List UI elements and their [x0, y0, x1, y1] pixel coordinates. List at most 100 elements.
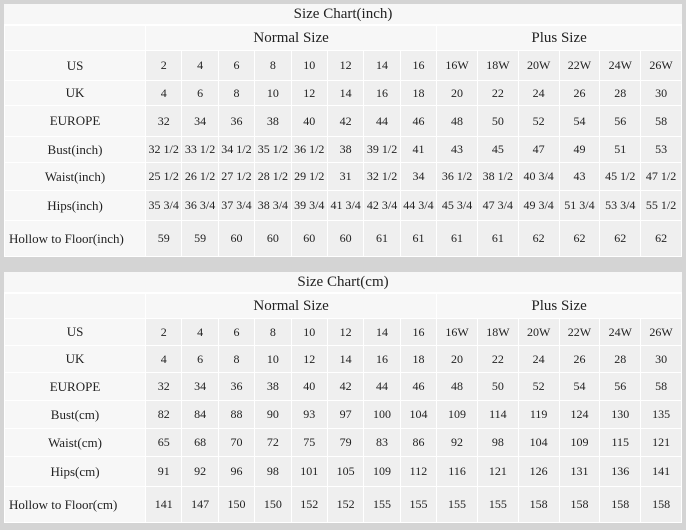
- size-cell: 29 1/2: [290, 162, 328, 191]
- table-row: Hollow to Floor(inch) 59 59 60 60 60 60 61 61 61 6…: [4, 220, 682, 257]
- size-cell: 155: [399, 486, 438, 523]
- size-cell: 83: [363, 428, 401, 457]
- size-cell: 38: [326, 136, 365, 163]
- group-normal-size: Normal Size: [144, 293, 438, 319]
- row-label: EUROPE: [4, 372, 146, 401]
- size-cell: 26: [558, 345, 601, 373]
- size-cell: 42 3/4: [363, 190, 401, 221]
- empty-cell: [4, 293, 146, 319]
- size-cell: 30: [640, 345, 682, 373]
- row-label: Hips(cm): [4, 456, 146, 487]
- size-cell: 109: [558, 428, 601, 457]
- size-cell: 104: [517, 428, 560, 457]
- size-cell: 16: [399, 50, 438, 81]
- row-label: Hips(inch): [4, 190, 146, 221]
- size-cell: 34 1/2: [217, 136, 256, 163]
- size-cell: 44: [363, 372, 401, 401]
- size-cell: 88: [217, 400, 256, 429]
- size-cell: 10: [290, 318, 328, 346]
- size-cell: 16: [399, 318, 438, 346]
- size-cell: 37 3/4: [217, 190, 256, 221]
- size-cell: 20: [436, 345, 478, 373]
- size-cell: 53 3/4: [599, 190, 642, 221]
- size-cell: 18W: [476, 318, 519, 346]
- size-cell: 49 3/4: [517, 190, 560, 221]
- size-cell: 114: [476, 400, 519, 429]
- group-plus-size: Plus Size: [436, 293, 682, 319]
- size-cell: 98: [476, 428, 519, 457]
- size-cell: 32: [144, 372, 183, 401]
- size-cell: 18: [399, 345, 438, 373]
- size-cell: 8: [254, 318, 292, 346]
- size-cell: 12: [290, 345, 328, 373]
- size-cell: 45 1/2: [599, 162, 642, 191]
- size-cell: 14: [326, 80, 365, 106]
- size-cell: 34: [181, 105, 219, 137]
- size-cell: 62: [558, 220, 601, 257]
- size-cell: 8: [254, 50, 292, 81]
- size-cell: 65: [144, 428, 183, 457]
- row-label: US: [4, 318, 146, 346]
- size-cell: 6: [181, 80, 219, 106]
- size-cell: 131: [558, 456, 601, 487]
- size-cell: 14: [363, 50, 401, 81]
- size-cell: 147: [181, 486, 219, 523]
- size-cell: 70: [217, 428, 256, 457]
- size-cell: 28: [599, 80, 642, 106]
- size-cell: 38 1/2: [476, 162, 519, 191]
- size-cell: 27 1/2: [217, 162, 256, 191]
- size-cell: 38: [254, 372, 292, 401]
- size-cell: 16W: [436, 318, 478, 346]
- size-cell: 16: [363, 345, 401, 373]
- row-label: Bust(cm): [4, 400, 146, 429]
- size-cell: 58: [640, 105, 682, 137]
- size-cell: 155: [476, 486, 519, 523]
- size-cell: 24W: [599, 318, 642, 346]
- size-cell: 48: [436, 105, 478, 137]
- size-cell: 61: [363, 220, 401, 257]
- table-row: UK 4 6 8 10 12 14 16 18 20 22 24 26 28 30: [4, 345, 682, 373]
- size-cell: 36 1/2: [290, 136, 328, 163]
- size-cell: 141: [144, 486, 183, 523]
- size-cell: 4: [144, 345, 183, 373]
- size-cell: 36: [217, 105, 256, 137]
- size-cell: 40 3/4: [517, 162, 560, 191]
- size-cell: 97: [326, 400, 365, 429]
- size-cell: 52: [517, 372, 560, 401]
- size-cell: 14: [326, 345, 365, 373]
- size-cell: 60: [326, 220, 365, 257]
- size-cell: 20W: [517, 318, 560, 346]
- size-cell: 4: [144, 80, 183, 106]
- size-cell: 31: [326, 162, 365, 191]
- size-table: Normal Size Plus Size US 2 4 6 8 10 12 14 16 16W 18W…: [4, 25, 682, 257]
- table-row: Hips(cm) 91 92 96 98 101 105 109 112 116 121 126 131…: [4, 456, 682, 487]
- size-cell: 18: [399, 80, 438, 106]
- size-cell: 51: [599, 136, 642, 163]
- size-cell: 116: [436, 456, 478, 487]
- size-cell: 36: [217, 372, 256, 401]
- size-cell: 47 3/4: [476, 190, 519, 221]
- size-cell: 72: [254, 428, 292, 457]
- size-cell: 158: [558, 486, 601, 523]
- size-cell: 52: [517, 105, 560, 137]
- size-cell: 24W: [599, 50, 642, 81]
- size-cell: 135: [640, 400, 682, 429]
- size-cell: 25 1/2: [144, 162, 183, 191]
- size-cell: 60: [290, 220, 328, 257]
- size-cell: 79: [326, 428, 365, 457]
- size-cell: 28: [599, 345, 642, 373]
- size-cell: 43: [558, 162, 601, 191]
- size-cell: 60: [217, 220, 256, 257]
- group-header-row: Normal Size Plus Size: [4, 293, 682, 319]
- size-cell: 96: [217, 456, 256, 487]
- size-cell: 35 3/4: [144, 190, 183, 221]
- size-cell: 22W: [558, 318, 601, 346]
- size-cell: 47: [517, 136, 560, 163]
- chart-title: Size Chart(cm): [4, 272, 682, 293]
- size-cell: 26: [558, 80, 601, 106]
- size-cell: 22W: [558, 50, 601, 81]
- size-cell: 124: [558, 400, 601, 429]
- size-cell: 92: [181, 456, 219, 487]
- size-cell: 44: [363, 105, 401, 137]
- size-cell: 45: [476, 136, 519, 163]
